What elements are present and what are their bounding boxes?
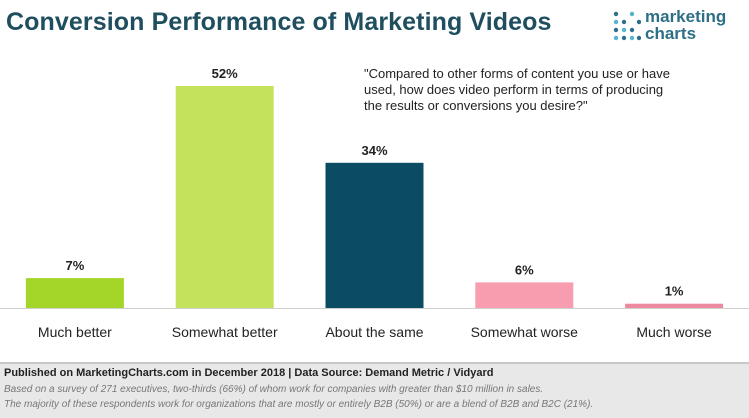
marketingcharts-logo: marketing charts — [613, 8, 743, 48]
bar-somewhat-worse — [475, 282, 574, 308]
logo-line-1: marketing — [645, 7, 727, 26]
category-label: About the same — [325, 324, 423, 340]
footer-note-2: The majority of these respondents work f… — [4, 399, 594, 410]
footer-source: Published on MarketingCharts.com in Dece… — [4, 367, 494, 379]
bar-about-the-same — [325, 162, 424, 308]
value-label: 34% — [361, 143, 387, 158]
value-label: 52% — [212, 66, 238, 81]
bar-chart: 7% Much better 52% Somewhat better 34% About … — [0, 66, 749, 340]
logo-dots-icon — [613, 11, 641, 41]
footer: Published on MarketingCharts.com in Dece… — [0, 362, 749, 418]
bar-much-worse — [625, 303, 724, 308]
survey-question: "Compared to other forms of content you … — [364, 66, 670, 113]
footer-note-1: Based on a survey of 271 executives, two… — [4, 384, 544, 395]
category-label: Much better — [38, 324, 112, 340]
value-label: 6% — [515, 262, 534, 277]
page-title: Conversion Performance of Marketing Vide… — [6, 8, 552, 36]
category-label: Somewhat worse — [471, 324, 579, 340]
logo-line-2: charts — [645, 24, 697, 43]
value-label: 7% — [66, 258, 85, 273]
category-label: Somewhat better — [172, 324, 278, 340]
logo-text: marketing charts — [645, 8, 726, 42]
value-label: 1% — [665, 284, 684, 299]
bar-somewhat-better — [175, 86, 274, 308]
bar-much-better — [25, 278, 124, 308]
category-label: Much worse — [636, 324, 712, 340]
